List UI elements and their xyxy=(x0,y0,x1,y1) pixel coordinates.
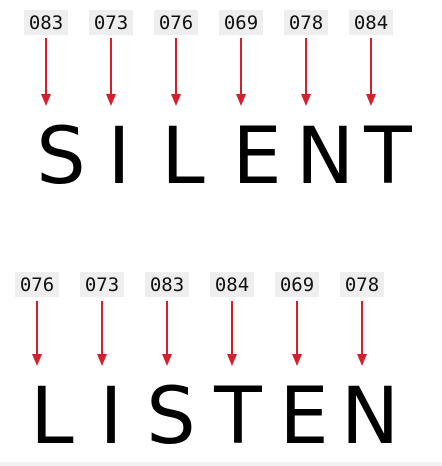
code-badge xyxy=(349,10,393,35)
code-badge xyxy=(154,10,198,35)
word-letter: S xyxy=(36,112,86,202)
code-badge xyxy=(284,10,328,35)
code-badge xyxy=(145,272,189,297)
code-badge xyxy=(340,272,384,297)
down-arrow-icon xyxy=(292,301,302,366)
ascii-code-label: 078 xyxy=(289,12,323,34)
arrows-listen xyxy=(32,301,367,366)
ascii-code-label: 084 xyxy=(215,274,249,296)
down-arrow-icon xyxy=(301,38,311,106)
down-arrow-icon xyxy=(366,38,376,106)
word-letter: E xyxy=(279,372,328,462)
down-arrow-icon xyxy=(106,38,116,106)
down-arrow-icon xyxy=(162,301,172,366)
down-arrow-icon xyxy=(32,301,42,366)
ascii-code-label: 073 xyxy=(85,274,119,296)
word-letter: T xyxy=(363,112,412,202)
word-silent: S I L E N T xyxy=(36,112,412,202)
code-badge xyxy=(275,272,319,297)
down-arrow-icon xyxy=(236,38,246,106)
down-arrow-icon xyxy=(357,301,367,366)
word-letter: I xyxy=(107,112,130,202)
down-arrow-icon xyxy=(97,301,107,366)
ascii-code-label: 083 xyxy=(29,12,63,34)
bottom-divider xyxy=(0,462,442,466)
ascii-code-label: 084 xyxy=(354,12,388,34)
code-badge xyxy=(80,272,124,297)
code-badge xyxy=(89,10,133,35)
word-letter: E xyxy=(232,112,281,202)
code-badge xyxy=(210,272,254,297)
word-letter: I xyxy=(99,372,122,462)
word-letter: S xyxy=(146,372,196,462)
ascii-code-label: 073 xyxy=(94,12,128,34)
ascii-code-label: 078 xyxy=(345,274,379,296)
ascii-code-label: 069 xyxy=(280,274,314,296)
word-letter: T xyxy=(213,372,262,462)
word-letter: L xyxy=(161,112,205,202)
row-silent: 083 073 076 069 078 084 S I L E N T xyxy=(24,10,412,202)
code-row-listen: 076 073 083 084 069 078 xyxy=(15,272,384,297)
word-letter: N xyxy=(341,372,399,462)
down-arrow-icon xyxy=(171,38,181,106)
arrows-silent xyxy=(41,38,376,106)
word-letter: L xyxy=(30,372,74,462)
ascii-code-label: 076 xyxy=(159,12,193,34)
down-arrow-icon xyxy=(227,301,237,366)
code-badge xyxy=(219,10,263,35)
code-row-silent: 083 073 076 069 078 084 xyxy=(24,10,393,35)
ascii-code-label: 069 xyxy=(224,12,258,34)
word-listen: L I S T E N xyxy=(30,372,399,462)
down-arrow-icon xyxy=(41,38,51,106)
word-letter: N xyxy=(296,112,354,202)
code-badge xyxy=(15,272,59,297)
row-listen: 076 073 083 084 069 078 L I S T E N xyxy=(15,272,399,462)
ascii-code-label: 076 xyxy=(20,274,54,296)
ascii-code-label: 083 xyxy=(150,274,184,296)
code-badge xyxy=(24,10,68,35)
